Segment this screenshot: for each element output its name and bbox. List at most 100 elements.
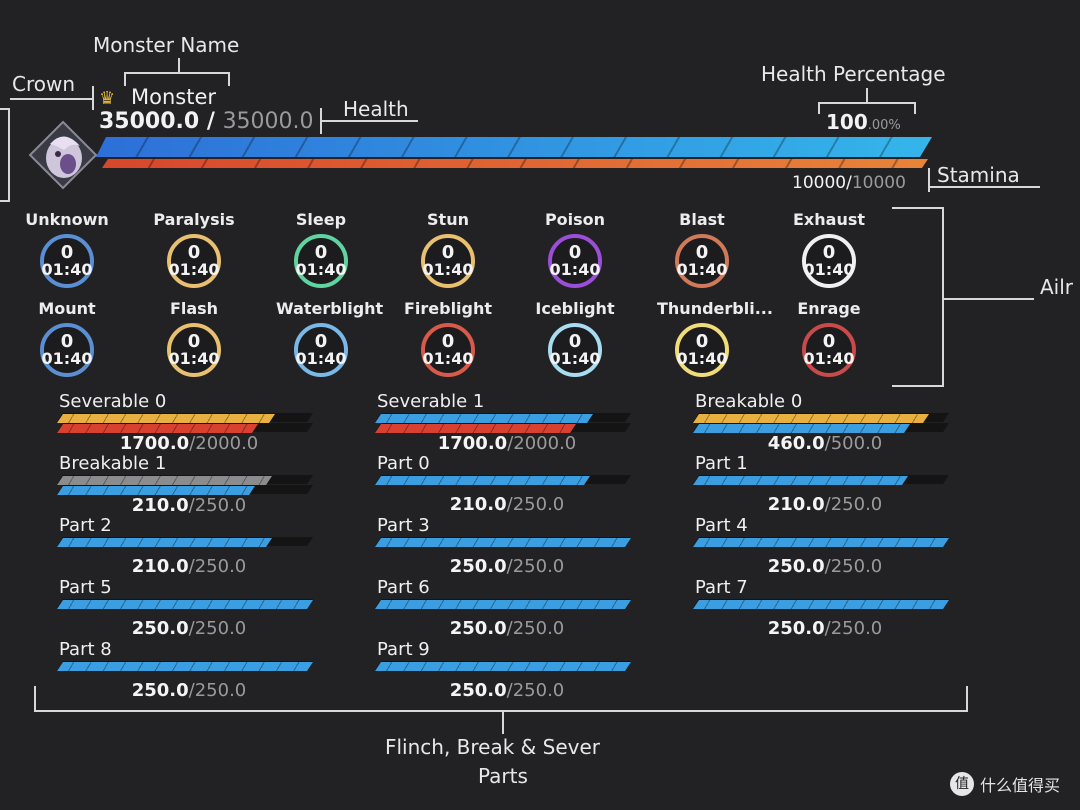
part-part-1: Part 1 210.0/250.0 [695,453,965,517]
ailment-timer: 01:40 [676,260,728,279]
part-name: Part 8 [59,639,112,660]
health-max: 35000.0 [222,109,314,134]
ailment-label: Blast [679,210,725,229]
part-part-2: Part 2 210.0/250.0 [59,515,329,579]
health-current: 35000.0 [99,109,200,134]
part-value: 210.0/250.0 [695,493,955,517]
ailment-timer: 01:40 [295,260,347,279]
ailment-ring: 0 01:40 [294,323,348,377]
ailment-buildup: 0 [441,242,455,263]
ailment-thunderbli: Thunderbli... 0 01:40 [657,299,773,377]
ailment-label: Poison [544,210,606,229]
annotation-stamina: Stamina [937,163,1020,187]
ailment-ring: 0 01:40 [548,234,602,288]
part-part-8: Part 8 250.0/250.0 [59,639,329,703]
part-current: 250.0 [449,618,507,639]
bracket-crown-v [92,86,94,110]
part-bar-secondary-fill [57,486,255,495]
part-name: Part 9 [377,639,430,660]
part-bar-secondary [57,485,313,494]
part-bar-fill [693,538,949,547]
ailment-timer: 01:40 [803,260,855,279]
part-max: /250.0 [824,618,883,639]
ailment-label: Sleep [295,210,347,229]
part-bar [375,413,631,422]
part-max: /250.0 [188,680,247,701]
part-part-9: Part 9 250.0/250.0 [377,639,647,703]
ailment-ring: 0 01:40 [167,323,221,377]
bracket-pct-l [818,102,820,114]
annotation-ailments: Ailr [1040,275,1074,299]
crown-glyph-icon: ♛ [99,88,116,109]
watermark-logo-icon: 值 [950,772,974,796]
part-part-4: Part 4 250.0/250.0 [695,515,965,579]
part-current: 210.0 [767,494,825,515]
monster-portrait [28,120,98,190]
part-current: 210.0 [131,556,189,577]
part-current: 250.0 [449,680,507,701]
health-percentage: 100.00% [826,110,901,134]
part-value: 250.0/250.0 [59,679,319,703]
part-value: 250.0/250.0 [377,617,637,641]
ailment-stun: Stun 0 01:40 [403,210,493,288]
part-max: /250.0 [824,556,883,577]
part-current: 1700.0 [437,433,508,454]
part-current: 210.0 [449,494,507,515]
bracket-monster-name-h [124,72,230,74]
part-bar-fill [57,662,313,671]
part-max: /2000.0 [189,433,259,454]
part-max: /250.0 [188,495,247,516]
ailment-label: Flash [169,299,219,318]
part-bar-fill [57,414,275,423]
ailment-ring: 0 01:40 [421,323,475,377]
ailment-buildup: 0 [187,331,201,352]
stamina-bar-fill [102,159,928,168]
ailment-ring: 0 01:40 [167,234,221,288]
part-max: /250.0 [188,556,247,577]
bracket-portrait-bot [0,200,10,202]
part-max: /250.0 [824,494,883,515]
part-bar-fill [693,476,908,485]
ailment-waterblight: Waterblight 0 01:40 [276,299,383,377]
ailment-mount: Mount 0 01:40 [22,299,112,377]
stamina-current: 10000 [792,173,847,193]
annotation-health: Health [343,97,409,121]
part-bar-fill [57,538,272,547]
bracket-health-h [322,120,418,122]
ailment-label: Mount [38,299,96,318]
stamina-max: 10000 [851,173,906,193]
bracket-ailments-bot [892,385,944,387]
part-part-3: Part 3 250.0/250.0 [377,515,647,579]
ailment-fireblight: Fireblight 0 01:40 [403,299,493,377]
part-value: 250.0/250.0 [59,617,319,641]
annotation-parts-line1: Flinch, Break & Sever [385,735,600,759]
part-bar-secondary [693,423,949,432]
part-max: /250.0 [506,680,565,701]
ailment-poison: Poison 0 01:40 [530,210,620,288]
monster-name: Monster [131,85,216,109]
bracket-monster-name-v [178,58,180,72]
bracket-health-v [320,108,322,134]
ailment-timer: 01:40 [549,260,601,279]
monster-portrait-icon [28,120,98,190]
ailment-ring: 0 01:40 [421,234,475,288]
annotation-monster-name: Monster Name [93,33,240,57]
ailment-blast: Blast 0 01:40 [657,210,747,288]
part-bar-fill [375,476,590,485]
part-bar [57,661,313,670]
part-bar-secondary [375,423,631,432]
bracket-monster-name-r [228,72,230,86]
part-value: 250.0/250.0 [377,555,637,579]
ailment-sleep: Sleep 0 01:40 [276,210,366,288]
part-value: 1700.0/2000.0 [377,432,637,456]
part-value: 210.0/250.0 [377,493,637,517]
ailment-buildup: 0 [822,242,836,263]
part-max: /250.0 [506,556,565,577]
bracket-pct-h [818,102,916,104]
ailment-timer: 01:40 [422,349,474,368]
bracket-portrait-top [0,108,10,110]
part-bar [57,537,313,546]
part-max: /250.0 [506,494,565,515]
ailment-ring: 0 01:40 [548,323,602,377]
part-bar [57,599,313,608]
